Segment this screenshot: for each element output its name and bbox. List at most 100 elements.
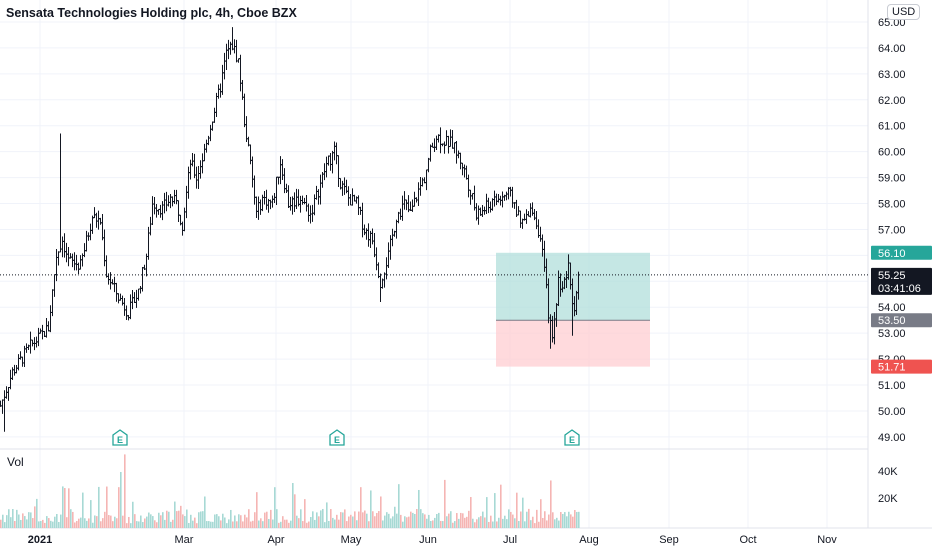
ohlc-bar [237,58,240,63]
ohlc-bar [283,168,286,194]
ohlc-bar [157,208,160,215]
volume-bar [326,502,328,528]
ohlc-bar [413,191,416,207]
volume-bar [490,515,492,528]
ohlc-bar [469,189,472,205]
volume-bar [284,519,286,528]
volume-bar [402,521,404,528]
volume-bar [346,521,348,528]
volume-bar [88,518,90,528]
volume-bar [412,512,414,528]
ohlc-bar [85,230,88,252]
ohlc-bar [169,194,172,209]
price-tick-label: 54.00 [878,302,906,314]
ohlc-bar [133,292,136,304]
earnings-marker-shape [564,429,580,446]
ohlc-bar [15,365,18,374]
volume-bar [84,518,86,528]
ohlc-bar [139,286,142,294]
volume-bar [504,515,506,528]
price-tick-label: 53.00 [878,328,906,340]
volume-bar [172,519,174,528]
volume-bar [240,515,242,528]
volume-bar [276,509,278,528]
volume-bar [38,521,40,528]
ohlc-bar [445,130,448,146]
volume-bar [106,486,108,528]
volume-bar [98,486,100,528]
volume-bar [260,518,262,528]
ohlc-bar [367,223,370,247]
volume-bar [332,517,334,528]
ohlc-bar [187,166,190,199]
volume-bar [80,517,82,528]
ohlc-bar [391,228,394,247]
ohlc-bar [471,193,474,200]
ohlc-bar [117,293,120,304]
volume-bar [288,522,290,528]
volume-bar [152,516,154,528]
volume-bar [186,509,188,528]
volume-bar [312,511,314,528]
volume-bar [360,487,362,528]
volume-bar [162,512,164,528]
price-tick-label: 60.00 [878,147,906,159]
volume-bar [256,492,258,528]
target-badge-label: 56.10 [878,248,906,260]
ohlc-bar [389,235,392,260]
volume-bar [354,511,356,528]
volume-bar [226,523,228,528]
ohlc-bar [65,242,68,263]
volume-bar [218,516,220,528]
ohlc-bar [431,142,434,148]
volume-bar [120,472,122,528]
ohlc-bar [331,150,334,174]
earnings-marker-label: E [117,435,123,445]
volume-bar [108,515,110,528]
volume-bar [526,511,528,528]
ohlc-bar [519,210,522,228]
ohlc-bar [269,199,272,210]
volume-bar [568,511,570,528]
volume-bar [274,487,276,528]
volume-bar [502,518,504,528]
ohlc-bar [19,351,22,360]
volume-bar [482,511,484,528]
volume-bar [150,514,152,528]
ohlc-bar [9,369,12,390]
ohlc-bar [439,127,442,154]
ohlc-bar [119,293,122,301]
ohlc-bars [0,27,580,432]
volume-bar [110,515,112,528]
ohlc-bar [435,135,438,150]
volume-bar [370,490,372,528]
volume-bar [214,514,216,528]
volume-bar [464,517,466,528]
volume-bar [470,497,472,528]
volume-bar [356,520,358,528]
volume-bar [78,518,80,528]
ohlc-bar [253,175,256,205]
volume-bar [250,521,252,528]
volume-tick-label: 20K [878,493,898,505]
currency-button[interactable]: USD [887,4,921,20]
volume-bar [400,514,402,528]
ohlc-bar [251,156,254,188]
volume-bar [448,513,450,528]
ohlc-bar [409,201,412,212]
volume-tick-label: 40K [878,466,898,478]
volume-bar [130,523,132,528]
ohlc-bar [361,202,364,238]
ohlc-bar [209,124,212,142]
ohlc-bar [411,199,414,212]
volume-bar [336,514,338,528]
price-tick-label: 58.00 [878,199,906,211]
volume-bar [378,511,380,528]
volume-bar [494,493,496,528]
volume-bar [168,511,170,528]
volume-bar [90,500,92,528]
volume-bar [242,521,244,528]
volume-bar [534,523,536,528]
